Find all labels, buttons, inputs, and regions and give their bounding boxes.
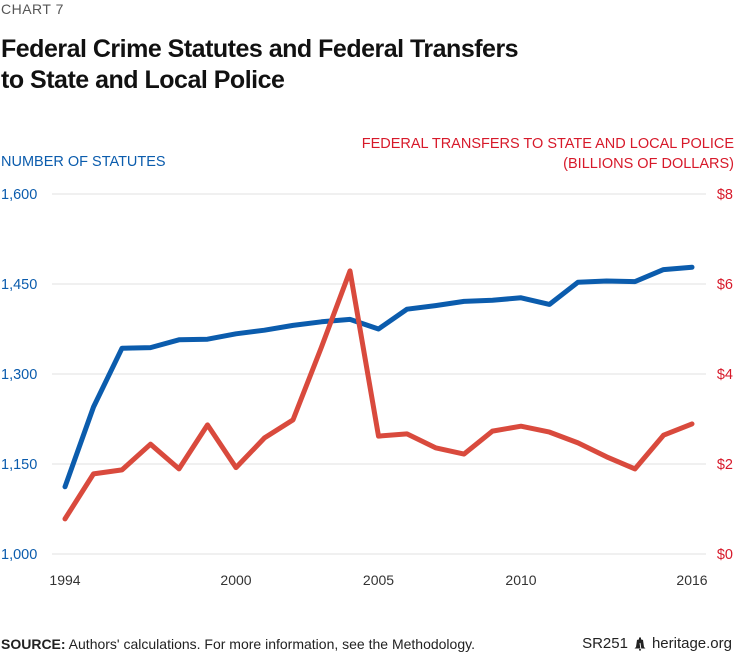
chart-title-line-2: to State and Local Police bbox=[1, 66, 285, 94]
left-axis-ticks: 1,600 1,450 1,300 1,150 1,000 bbox=[1, 187, 37, 563]
liberty-bell-icon bbox=[634, 637, 646, 651]
x-tick-label: 1994 bbox=[49, 572, 80, 588]
left-tick-label: 1,600 bbox=[1, 187, 37, 203]
credit: SR251 heritage.org bbox=[582, 635, 732, 652]
right-axis-ticks: $8 $6 $4 $2 $0 bbox=[717, 187, 733, 563]
x-tick-label: 2010 bbox=[505, 572, 536, 588]
left-tick-label: 1,150 bbox=[1, 457, 37, 473]
right-tick-label: $6 bbox=[717, 277, 733, 293]
right-tick-label: $2 bbox=[717, 457, 733, 473]
right-tick-label: $4 bbox=[717, 367, 733, 383]
site-name: heritage.org bbox=[651, 635, 732, 652]
x-tick-label: 2000 bbox=[220, 572, 251, 588]
source-label: SOURCE: bbox=[1, 636, 66, 652]
left-axis-title: NUMBER OF STATUTES bbox=[1, 154, 166, 170]
x-tick-label: 2005 bbox=[363, 572, 394, 588]
source-note: SOURCE: Authors' calculations. For more … bbox=[1, 636, 475, 652]
report-id: SR251 bbox=[582, 635, 628, 652]
right-axis-title-line-2: (BILLIONS OF DOLLARS) bbox=[563, 156, 734, 172]
chart-plot-area: 1,600 1,450 1,300 1,150 1,000 $8 $6 $4 $2 $0 199… bbox=[1, 187, 733, 588]
chart-number: CHART 7 bbox=[1, 1, 64, 17]
x-tick-label: 2016 bbox=[676, 572, 707, 588]
series-lines bbox=[62, 264, 695, 522]
chart-title-line-1: Federal Crime Statutes and Federal Trans… bbox=[1, 35, 519, 63]
left-tick-label: 1,450 bbox=[1, 277, 37, 293]
chart-title: Federal Crime Statutes and Federal Trans… bbox=[1, 34, 601, 96]
source-text: Authors' calculations. For more informat… bbox=[65, 636, 475, 652]
right-axis-title-line-1: FEDERAL TRANSFERS TO STATE AND LOCAL POL… bbox=[361, 136, 734, 152]
right-tick-label: $0 bbox=[717, 547, 733, 563]
gridlines bbox=[52, 193, 706, 555]
transfers-line bbox=[62, 268, 695, 522]
left-tick-label: 1,000 bbox=[1, 547, 37, 563]
right-axis-title: FEDERAL TRANSFERS TO STATE AND LOCAL POL… bbox=[362, 134, 734, 174]
left-tick-label: 1,300 bbox=[1, 367, 37, 383]
right-tick-label: $8 bbox=[717, 187, 733, 203]
x-axis-ticks: 1994 2000 2005 2010 2016 bbox=[49, 572, 707, 588]
